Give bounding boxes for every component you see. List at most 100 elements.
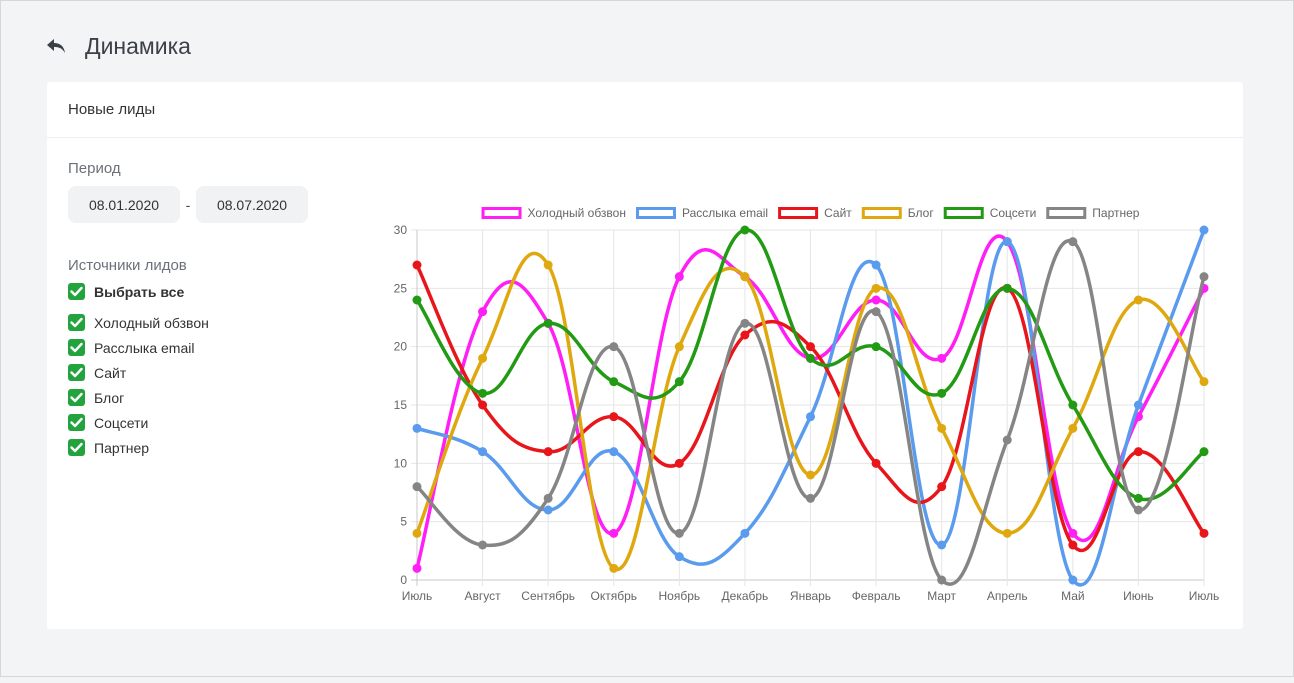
data-point <box>740 528 750 538</box>
data-point <box>609 563 619 573</box>
data-point <box>674 552 684 562</box>
series-5 <box>412 237 1209 586</box>
legend-label: Расслыка email <box>682 206 768 220</box>
legend-swatch <box>635 207 676 219</box>
source-checkbox-cold-calls[interactable]: Холодный обзвон <box>68 310 338 335</box>
legend-label: Холодный обзвон <box>528 206 626 220</box>
data-point <box>543 318 553 328</box>
data-point <box>937 388 947 398</box>
select-all-label: Выбрать все <box>94 283 185 300</box>
data-point <box>1002 435 1012 445</box>
data-point <box>937 353 947 363</box>
data-point <box>871 283 881 293</box>
checkbox-checked-icon[interactable] <box>68 283 85 300</box>
chart-grid <box>411 229 1205 586</box>
data-point <box>674 272 684 282</box>
date-to-input[interactable] <box>196 186 308 223</box>
legend-item[interactable]: Сайт <box>778 206 853 220</box>
data-point <box>871 260 881 270</box>
data-point <box>1133 447 1143 457</box>
data-point <box>1133 493 1143 503</box>
source-checkbox-blog[interactable]: Блог <box>68 385 338 410</box>
source-checkbox-site[interactable]: Сайт <box>68 360 338 385</box>
x-tick-label: Июль <box>402 589 433 603</box>
select-all-checkbox[interactable]: Выбрать все <box>68 279 338 304</box>
series-3 <box>412 251 1209 573</box>
date-from-input[interactable] <box>68 186 180 223</box>
x-tick-label: Август <box>465 589 502 603</box>
data-point <box>543 493 553 503</box>
data-point <box>1133 400 1143 410</box>
data-point <box>1199 225 1209 235</box>
data-point <box>1199 447 1209 457</box>
data-point <box>937 540 947 550</box>
data-point <box>543 260 553 270</box>
x-tick-label: Декабрь <box>722 589 769 603</box>
data-point <box>1068 575 1078 585</box>
source-checkbox-social[interactable]: Соцсети <box>68 410 338 435</box>
data-point <box>937 423 947 433</box>
sources-list: Холодный обзвон Расслыка email Сайт Блог… <box>68 310 338 460</box>
y-tick-label: 0 <box>400 573 407 587</box>
y-tick-label: 20 <box>394 340 408 354</box>
chart-series <box>412 225 1209 587</box>
checkbox-checked-icon[interactable] <box>68 414 85 431</box>
data-point <box>478 540 488 550</box>
legend-swatch <box>1046 207 1087 219</box>
data-point <box>543 447 553 457</box>
checkbox-checked-icon[interactable] <box>68 314 85 331</box>
legend-item[interactable]: Партнер <box>1046 206 1140 220</box>
period-label: Период <box>68 160 121 177</box>
data-point <box>674 528 684 538</box>
data-point <box>1068 400 1078 410</box>
legend-item[interactable]: Блог <box>861 206 935 220</box>
checkbox-checked-icon[interactable] <box>68 339 85 356</box>
data-point <box>609 447 619 457</box>
data-point <box>1199 377 1209 387</box>
page-header: Динамика <box>45 29 191 63</box>
data-point <box>871 307 881 317</box>
legend-item[interactable]: Холодный обзвон <box>481 206 626 220</box>
page-title: Динамика <box>85 32 191 59</box>
data-point <box>609 528 619 538</box>
legend-swatch <box>943 207 984 219</box>
data-point <box>543 505 553 515</box>
data-point <box>1199 528 1209 538</box>
series-line <box>415 239 1206 586</box>
source-label: Партнер <box>94 439 150 456</box>
data-point <box>1002 528 1012 538</box>
source-checkbox-partner[interactable]: Партнер <box>68 435 338 460</box>
x-tick-label: Январь <box>790 589 831 603</box>
source-checkbox-email[interactable]: Расслыка email <box>68 335 338 360</box>
legend-item[interactable]: Расслыка email <box>635 206 768 220</box>
legend-item[interactable]: Соцсети <box>943 206 1036 220</box>
checkbox-checked-icon[interactable] <box>68 389 85 406</box>
data-point <box>937 575 947 585</box>
data-point <box>740 330 750 340</box>
data-point <box>412 260 422 270</box>
chart-legend[interactable]: Холодный обзвон Расслыка email Сайт Блог Соц… <box>481 206 1140 220</box>
data-point <box>674 342 684 352</box>
data-point <box>609 377 619 387</box>
checkbox-checked-icon[interactable] <box>68 364 85 381</box>
x-tick-label: Май <box>1061 589 1085 603</box>
y-tick-label: 5 <box>400 515 407 529</box>
data-point <box>806 493 815 503</box>
card-title: Новые лиды <box>68 101 156 118</box>
back-arrow-icon[interactable] <box>45 35 71 57</box>
x-tick-label: Ноябрь <box>659 589 701 603</box>
data-point <box>871 342 881 352</box>
period-range: - <box>68 186 338 223</box>
y-tick-label: 15 <box>394 398 408 412</box>
chart-axes: 0 5 10 15 20 25 30 Июль Август Сентябрь Октябрь Ноя… <box>394 223 1220 603</box>
data-point <box>1133 295 1143 305</box>
checkbox-checked-icon[interactable] <box>68 439 85 456</box>
data-point <box>1002 237 1012 247</box>
legend-label: Блог <box>908 206 935 220</box>
data-point <box>1068 423 1078 433</box>
data-point <box>674 377 684 387</box>
source-label: Холодный обзвон <box>94 314 209 331</box>
legend-label: Партнер <box>1092 206 1140 220</box>
source-label: Блог <box>94 389 125 406</box>
legend-label: Сайт <box>824 206 852 220</box>
